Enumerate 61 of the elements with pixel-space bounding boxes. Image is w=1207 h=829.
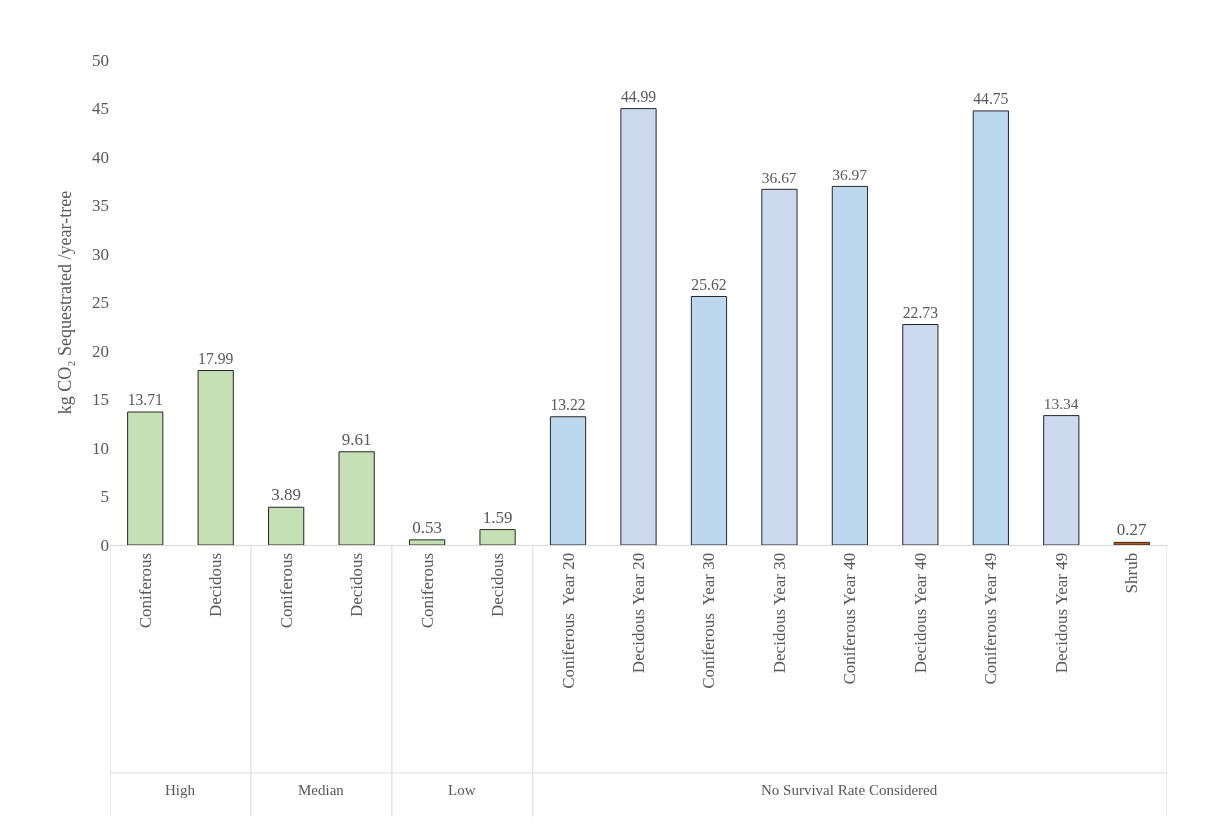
text: Median — [298, 782, 345, 798]
y-tick-label: 40 — [92, 147, 109, 167]
x-tick-label: Coniferous Year 40 — [840, 552, 860, 685]
bar — [479, 529, 516, 545]
x-tick-label: Decidous Year 20 — [629, 552, 649, 674]
data-label: 13.34 — [1043, 394, 1079, 412]
data-label: 22.73 — [902, 303, 939, 321]
bar — [338, 451, 375, 545]
bar — [268, 506, 305, 545]
y-tick-label: 30 — [92, 244, 109, 264]
x-tick-label: Coniferous — [276, 552, 296, 629]
y-tick-label: 15 — [92, 390, 109, 410]
x-tick-label: Decidous — [206, 552, 226, 618]
bar — [690, 295, 728, 545]
y-axis-title: kg CO₂ Sequestrated /year-tree — [55, 190, 76, 415]
bar — [127, 411, 164, 545]
data-label: 0.53 — [412, 517, 442, 537]
x-tick-label: Decidous Year 49 — [1051, 552, 1071, 674]
data-label: 36.97 — [832, 165, 868, 183]
data-label: 44.99 — [620, 87, 657, 105]
data-label: 13.22 — [550, 396, 586, 414]
x-tick-label: Decidous — [488, 552, 508, 618]
x-tick-label: Coniferous Year 30 — [699, 552, 719, 689]
x-tick-label: Coniferous — [135, 552, 155, 629]
y-tick-label: 10 — [92, 438, 109, 458]
data-label: 3.89 — [271, 485, 302, 505]
data-label: 36.67 — [761, 168, 797, 186]
y-tick-label: 50 — [92, 50, 109, 70]
y-tick-label: 0 — [100, 535, 109, 555]
text: Low — [448, 782, 476, 798]
bar — [1043, 415, 1080, 545]
data-label: 44.75 — [973, 90, 1009, 108]
bar — [972, 110, 1009, 545]
data-label: 1.59 — [482, 507, 513, 527]
y-tick-label: 5 — [100, 487, 109, 507]
y-tick-label: 20 — [92, 341, 109, 361]
x-tick-label: Coniferous Year 49 — [981, 552, 1001, 685]
text: High — [165, 782, 196, 798]
bar — [1113, 541, 1150, 545]
bar — [408, 539, 446, 545]
bar — [620, 108, 657, 545]
data-label: 17.99 — [198, 349, 234, 367]
y-tick-label: 45 — [92, 99, 109, 119]
y-tick-label: 25 — [92, 293, 109, 313]
data-label: 25.62 — [691, 275, 727, 293]
x-tick-label: Coniferous — [417, 552, 437, 629]
bar — [831, 185, 869, 545]
x-tick-label: Decidous Year 30 — [769, 552, 789, 674]
x-tick-label: Shrub — [1122, 552, 1142, 594]
bar — [549, 416, 587, 545]
bar — [761, 188, 798, 545]
x-tick-label: Coniferous Year 20 — [558, 552, 578, 689]
bar — [902, 324, 939, 545]
x-tick-label: Decidous — [347, 552, 367, 618]
data-label: 9.61 — [341, 429, 372, 449]
y-tick-label: 35 — [92, 196, 109, 216]
text: No Survival Rate Considered — [761, 782, 938, 798]
data-label: 0.27 — [1116, 520, 1147, 540]
x-tick-label: Decidous Year 40 — [910, 552, 930, 674]
bar — [197, 370, 234, 545]
data-label: 13.71 — [127, 391, 163, 409]
